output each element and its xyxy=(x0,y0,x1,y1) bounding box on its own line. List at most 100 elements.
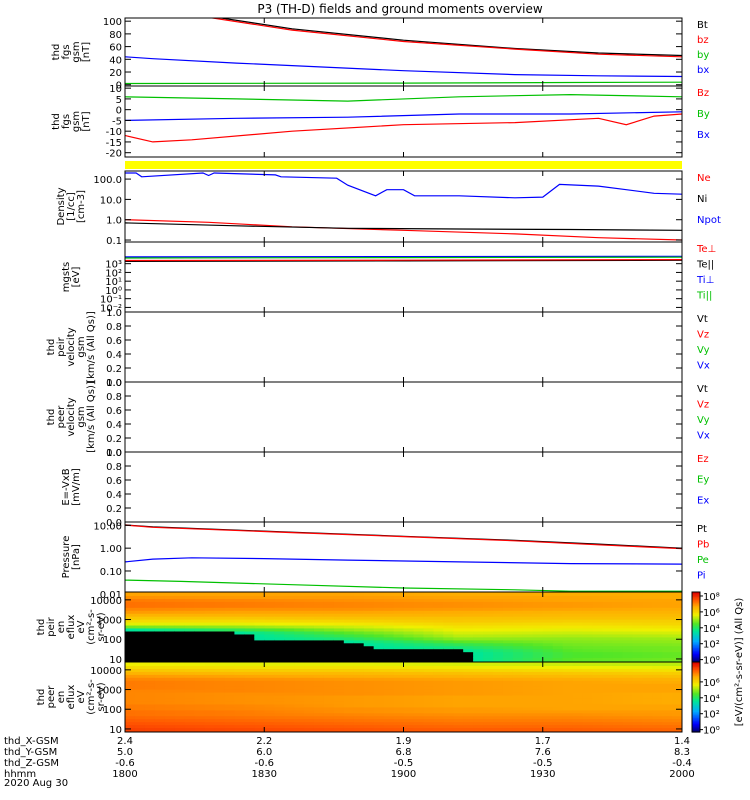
heatmap-cell xyxy=(602,654,613,659)
heatmap-cell xyxy=(174,624,186,629)
heatmap-cell xyxy=(393,648,405,653)
heatmap-cell xyxy=(134,665,146,669)
heatmap-cell xyxy=(542,718,554,723)
heatmap-cell xyxy=(134,592,146,596)
heatmap-cell xyxy=(194,657,206,662)
heatmap-cell xyxy=(602,621,613,626)
heatmap-cell xyxy=(373,700,385,705)
heatmap-cell xyxy=(144,607,156,611)
heatmap-cell xyxy=(542,633,554,638)
heatmap-cell xyxy=(224,674,236,678)
heatmap-cell xyxy=(672,613,682,617)
heatmap-cell xyxy=(413,686,424,690)
heatmap-cell xyxy=(662,706,673,711)
heatmap-cell xyxy=(542,703,554,708)
heatmap-cell xyxy=(463,598,474,602)
heatmap-cell xyxy=(304,601,315,605)
heatmap-cell xyxy=(522,630,534,635)
heatmap-cell xyxy=(134,686,146,690)
heatmap-cell xyxy=(333,621,345,626)
heatmap-cell xyxy=(254,700,265,705)
heatmap-cell xyxy=(502,627,514,632)
heatmap-cell xyxy=(622,697,633,702)
heatmap-cell xyxy=(373,657,385,662)
heatmap-cell xyxy=(632,627,643,632)
heatmap-cell xyxy=(662,624,673,629)
heatmap-cell xyxy=(532,624,544,629)
heatmap-cell xyxy=(433,642,444,647)
heatmap-cell xyxy=(313,651,325,656)
heatmap-cell xyxy=(632,709,643,714)
heatmap-cell xyxy=(194,601,206,605)
heatmap-cell xyxy=(403,694,415,699)
heatmap-cell xyxy=(403,686,415,690)
heatmap-cell xyxy=(652,627,663,632)
heatmap-cell xyxy=(632,697,643,702)
heatmap-cell xyxy=(642,718,653,723)
heatmap-cell xyxy=(662,595,673,599)
heatmap-cell xyxy=(373,598,385,602)
heatmap-cell xyxy=(224,680,236,684)
heatmap-cell xyxy=(164,636,176,641)
heatmap-cell xyxy=(134,668,146,672)
heatmap-cell xyxy=(562,665,574,669)
heatmap-cell xyxy=(353,689,365,693)
heatmap-cell xyxy=(313,691,325,696)
heatmap-cell xyxy=(662,639,673,644)
heatmap-cell xyxy=(294,642,305,647)
heatmap-cell xyxy=(353,630,365,635)
colorbar-segment xyxy=(692,697,700,700)
heatmap-cell xyxy=(393,683,405,687)
heatmap-cell xyxy=(224,627,236,632)
heatmap-cell xyxy=(363,668,375,672)
colorbar-segment xyxy=(692,685,700,688)
heatmap-cell xyxy=(572,642,584,647)
colorbar-segment xyxy=(692,713,700,716)
heatmap-cell xyxy=(244,703,255,708)
heatmap-cell xyxy=(632,683,643,687)
heatmap-cell xyxy=(244,662,255,666)
heatmap-cell xyxy=(224,712,236,717)
heatmap-cell xyxy=(244,639,255,644)
heatmap-cell xyxy=(403,619,415,623)
heatmap-cell xyxy=(512,724,524,729)
heatmap-cell xyxy=(154,607,166,611)
heatmap-cell xyxy=(284,715,295,720)
heatmap-cell xyxy=(532,683,544,687)
heatmap-cell xyxy=(184,639,196,644)
panel-frame xyxy=(124,381,683,453)
heatmap-cell xyxy=(164,689,176,693)
heatmap-cell xyxy=(184,616,196,620)
colorbar-segment xyxy=(692,662,700,665)
heatmap-cell xyxy=(343,627,355,632)
heatmap-cell xyxy=(174,700,186,705)
heatmap-cell xyxy=(313,648,325,653)
heatmap-cell xyxy=(433,616,444,620)
heatmap-cell xyxy=(174,665,186,669)
heatmap-cell xyxy=(403,718,415,723)
heatmap-cell xyxy=(343,616,355,620)
heatmap-cell xyxy=(373,601,385,605)
heatmap-cell xyxy=(274,694,285,699)
heatmap-cell xyxy=(433,730,444,732)
heatmap-cell xyxy=(463,712,474,717)
heatmap-cell xyxy=(353,683,365,687)
heatmap-cell xyxy=(463,642,474,647)
heatmap-cell xyxy=(144,680,156,684)
heatmap-cell xyxy=(602,730,613,732)
heatmap-cell xyxy=(363,651,375,656)
heatmap-cell xyxy=(234,645,245,650)
heatmap-cell xyxy=(502,700,514,705)
heatmap-cell xyxy=(632,694,643,699)
heatmap-cell xyxy=(284,639,295,644)
heatmap-cell xyxy=(204,610,216,614)
heatmap-cell xyxy=(512,665,524,669)
heatmap-cell xyxy=(433,706,444,711)
heatmap-cell xyxy=(125,703,136,708)
heatmap-cell xyxy=(333,706,345,711)
heatmap-cell xyxy=(473,677,484,681)
heatmap-cell xyxy=(194,613,206,617)
heatmap-cell xyxy=(502,665,514,669)
y-tick-label: 0.0 xyxy=(106,378,122,389)
heatmap-cell xyxy=(373,665,385,669)
